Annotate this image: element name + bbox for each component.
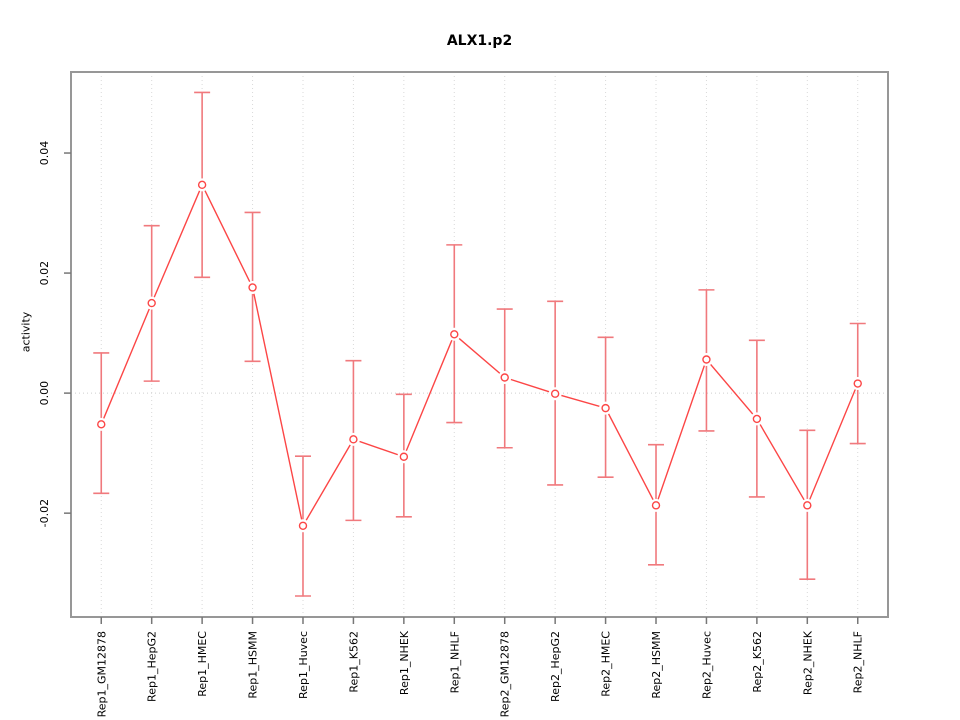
- data-point: [399, 452, 409, 461]
- x-tick-label: Rep1_Huvec: [297, 631, 310, 699]
- data-point: [197, 180, 207, 190]
- data-point: [702, 355, 711, 364]
- data-point-mask: [397, 450, 411, 464]
- data-point: [752, 414, 762, 424]
- data-point-mask: [296, 519, 310, 533]
- data-point: [147, 298, 156, 308]
- data-point-mask: [145, 296, 159, 310]
- chart-title: ALX1.p2: [446, 33, 513, 49]
- data-point: [853, 379, 862, 388]
- y-tick-label: 0.00: [38, 381, 51, 406]
- data-point: [500, 373, 509, 382]
- data-point: [601, 403, 610, 413]
- data-point-mask: [800, 498, 814, 512]
- x-tick-label: Rep1_HMEC: [196, 631, 209, 697]
- data-point: [651, 501, 661, 510]
- data-point-mask: [346, 432, 360, 446]
- x-tick-label: Rep2_HepG2: [549, 631, 562, 702]
- data-point: [550, 389, 560, 398]
- x-tick-label: Rep2_HMEC: [600, 631, 613, 697]
- series-line: [100, 183, 859, 528]
- data-point-mask: [699, 353, 713, 367]
- data-point: [248, 283, 257, 292]
- data-point-mask: [851, 377, 865, 391]
- plot-border: [70, 71, 889, 618]
- data-point-mask: [447, 327, 461, 341]
- data-point-mask: [649, 498, 663, 512]
- x-tick-label: Rep2_NHLF: [852, 631, 865, 693]
- data-point-mask: [750, 412, 764, 426]
- data-point-mask: [498, 371, 512, 385]
- data-point: [298, 521, 308, 530]
- x-tick-label: Rep2_Huvec: [700, 631, 713, 699]
- x-tick-label: Rep1_NHEK: [398, 630, 411, 695]
- data-point-mask: [195, 178, 209, 192]
- data-point-mask: [94, 417, 108, 431]
- data-point-mask: [599, 401, 613, 415]
- x-tick-label: Rep1_GM12878: [95, 631, 108, 717]
- x-tick-label: Rep1_K562: [347, 631, 360, 693]
- data-point: [450, 330, 459, 339]
- data-point: [803, 501, 812, 510]
- x-tick-label: Rep1_HSMM: [247, 631, 260, 699]
- y-tick-label: -0.02: [38, 499, 51, 527]
- data-point: [349, 435, 358, 444]
- data-point-mask: [246, 280, 260, 294]
- x-tick-label: Rep1_NHLF: [448, 631, 461, 693]
- x-tick-label: Rep2_NHEK: [801, 630, 814, 695]
- x-tick-label: Rep2_GM12878: [499, 631, 512, 717]
- x-tick-label: Rep2_HSMM: [650, 631, 663, 699]
- y-tick-label: 0.04: [38, 141, 51, 166]
- data-point: [97, 420, 106, 429]
- y-tick-label: 0.02: [38, 261, 51, 286]
- data-point-mask: [548, 387, 562, 401]
- x-tick-label: Rep1_HepG2: [146, 631, 159, 702]
- x-tick-label: Rep2_K562: [751, 631, 764, 693]
